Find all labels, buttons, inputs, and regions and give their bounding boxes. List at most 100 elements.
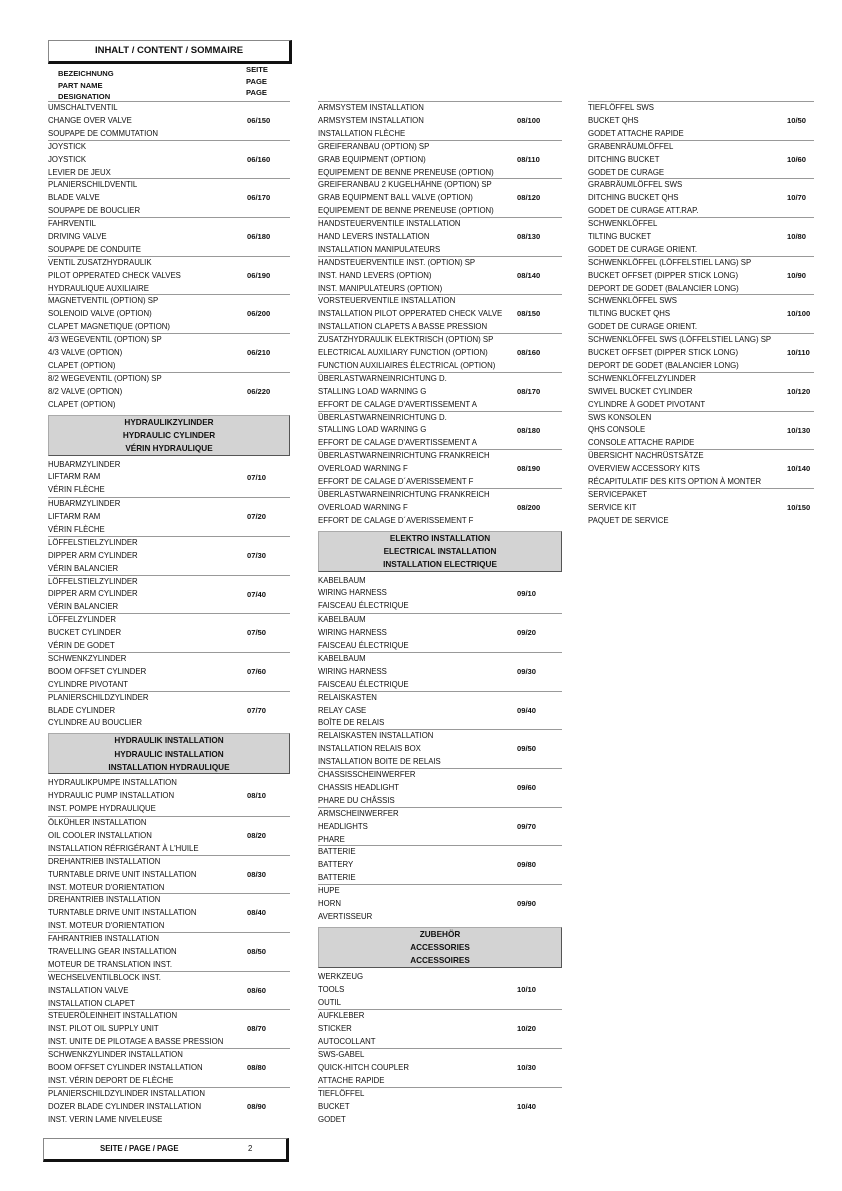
entry-name-en: PILOT OPPERATED CHECK VALVES — [48, 270, 181, 280]
toc-entry[interactable]: SCHWENKZYLINDER INSTALLATION BOOM OFFSET … — [48, 1048, 290, 1087]
toc-entry[interactable]: ÜBERSICHT NACHRÜSTSÄTZE OVERVIEW ACCESSOR… — [588, 449, 814, 488]
entry-page-number: 07/40 — [247, 589, 267, 599]
entry-name-en: INSTALLATION RELAIS BOX — [318, 744, 421, 754]
entry-name-de: 8/2 WEGEVENTIL (OPTION) SP — [48, 373, 162, 383]
entry-name-de: VENTIL ZUSATZHYDRAULIK — [48, 257, 152, 267]
section-title-line: ZUBEHÖR — [419, 929, 461, 939]
toc-entry[interactable]: RELAISKASTEN RELAY CASE BOÎTE DE RELAIS 09/… — [318, 690, 562, 730]
toc-entry[interactable]: HUBARMZYLINDER LIFTARM RAM VÉRIN FLÈCHE 07/… — [48, 459, 290, 498]
toc-entry[interactable]: WERKZEUG TOOLS OUTIL 10/10 — [318, 971, 562, 1010]
entry-name-fr: LEVIER DE JEUX — [48, 167, 111, 177]
toc-entry[interactable]: STEUERÖLEINHEIT INSTALLATION INST. PILOT … — [48, 1009, 290, 1048]
entry-page-number: 07/50 — [247, 628, 267, 638]
toc-entry[interactable]: JOYSTICK JOYSTICK LEVIER DE JEUX 06/160 — [48, 139, 290, 179]
toc-entry[interactable]: PLANIERSCHILDVENTIL BLADE VALVE SOUPAPE DE… — [48, 178, 290, 217]
entry-name-en: WIRING HARNESS — [318, 628, 387, 638]
toc-entry[interactable]: PLANIERSCHILDZYLINDER INSTALLATION DOZER … — [48, 1086, 290, 1126]
toc-entry[interactable]: UMSCHALTVENTIL CHANGE OVER VALVE SOUPAPE D… — [48, 101, 290, 140]
toc-entry[interactable]: BATTERIE BATTERY BATTERIE 09/80 — [318, 845, 562, 884]
entry-name-en: OIL COOLER INSTALLATION — [48, 830, 152, 840]
toc-entry[interactable]: SCHWENKLÖFFELZYLINDER SWIVEL BUCKET CYLIN… — [588, 371, 814, 411]
toc-entry[interactable]: WECHSELVENTILBLOCK INST. INSTALLATION VAL… — [48, 970, 290, 1010]
entry-name-en: HYDRAULIC PUMP INSTALLATION — [48, 791, 175, 801]
entry-name-de: PLANIERSCHILDZYLINDER INSTALLATION — [48, 1088, 205, 1098]
toc-entry[interactable]: SCHWENKZYLINDER BOOM OFFSET CYLINDER CYLIN… — [48, 651, 290, 691]
toc-entry[interactable]: ARMSCHEINWERFER HEADLIGHTS PHARE 09/70 — [318, 806, 562, 846]
toc-entry[interactable]: RELAISKASTEN INSTALLATION INSTALLATION RE… — [318, 729, 562, 768]
entry-page-number: 07/10 — [247, 472, 267, 482]
toc-entry[interactable]: LÖFFELZYLINDER BUCKET CYLINDER VÉRIN DE GO… — [48, 613, 290, 652]
entry-name-fr: INSTALLATION FLÈCHE — [318, 128, 406, 138]
toc-entry[interactable]: VORSTEUERVENTILE INSTALLATION INSTALLATIO… — [318, 294, 562, 333]
entry-page-number: 08/170 — [517, 386, 541, 396]
entry-name-en: WIRING HARNESS — [318, 588, 387, 598]
contents-title: INHALT / CONTENT / SOMMAIRE — [48, 40, 292, 64]
entry-page-number: 06/210 — [247, 348, 271, 358]
toc-entry[interactable]: SCHWENKLÖFFEL SWS (LÖFFELSTIEL LANG) SP B… — [588, 333, 814, 372]
toc-entry[interactable]: VENTIL ZUSATZHYDRAULIK PILOT OPPERATED CH… — [48, 255, 290, 295]
entry-name-de: SWS-GABEL — [318, 1050, 365, 1060]
entry-name-fr: CLAPET MAGNETIQUE (OPTION) — [48, 322, 171, 332]
toc-entry[interactable]: GREIFERANBAU 2 KUGELHÄHNE (OPTION) SP GRA… — [318, 178, 562, 217]
toc-entry[interactable]: GRABENRÄUMLÖFFEL DITCHING BUCKET GODET DE … — [588, 139, 814, 179]
entry-page-number: 09/10 — [517, 588, 537, 598]
toc-entry[interactable]: HANDSTEUERVENTILE INSTALLATION HAND LEVER… — [318, 217, 562, 256]
toc-entry[interactable]: ÜBERLASTWARNEINRICHTUNG FRANKREICH OVERLO… — [318, 449, 562, 488]
entry-name-de: STEUERÖLEINHEIT INSTALLATION — [48, 1011, 178, 1021]
toc-entry[interactable]: SCHWENKLÖFFEL SWS TILTING BUCKET QHS GODET… — [588, 294, 814, 333]
toc-entry[interactable]: TIEFLÖFFEL SWS BUCKET QHS GODET ATTACHE RA… — [588, 101, 814, 140]
entry-page-number: 10/140 — [787, 464, 811, 474]
toc-entry[interactable]: 8/2 WEGEVENTIL (OPTION) SP 8/2 VALVE (OPT… — [48, 371, 290, 411]
toc-entry[interactable]: 4/3 WEGEVENTIL (OPTION) SP 4/3 VALVE (OPT… — [48, 333, 290, 372]
toc-entry[interactable]: HYDRAULIKPUMPE INSTALLATION HYDRAULIC PUM… — [48, 777, 290, 816]
toc-entry[interactable]: SERVICEPAKET SERVICE KIT PAQUET DE SERVICE… — [588, 487, 814, 527]
entry-name-fr: PHARE DU CHÂSSIS — [318, 795, 395, 805]
column-header-page-fr: PAGE — [246, 88, 267, 97]
entry-name-fr: INST. VERIN LAME NIVELEUSE — [48, 1114, 163, 1124]
toc-entry[interactable]: TIEFLÖFFEL BUCKET GODET 10/40 — [318, 1086, 562, 1126]
entry-name-en: DOZER BLADE CYLINDER INSTALLATION — [48, 1101, 202, 1111]
section-header: ELEKTRO INSTALLATION ELECTRICAL INSTALLAT… — [318, 530, 562, 572]
toc-entry[interactable]: LÖFFELSTIELZYLINDER DIPPER ARM CYLINDER VÉ… — [48, 535, 290, 575]
toc-entry[interactable]: KABELBAUM WIRING HARNESS FAISCEAU ÉLECTRIQ… — [318, 613, 562, 652]
toc-entry[interactable]: ARMSYSTEM INSTALLATION ARMSYSTEM INSTALLA… — [318, 101, 562, 140]
toc-entry[interactable]: FAHRVENTIL DRIVING VALVE SOUPAPE DE CONDUI… — [48, 217, 290, 256]
toc-entry[interactable]: KABELBAUM WIRING HARNESS FAISCEAU ÉLECTRIQ… — [318, 651, 562, 691]
entry-page-number: 08/190 — [517, 464, 541, 474]
entry-name-de: HYDRAULIKPUMPE INSTALLATION — [48, 778, 177, 788]
toc-entry[interactable]: SWS-GABEL QUICK-HITCH COUPLER ATTACHE RAPI… — [318, 1048, 562, 1087]
toc-entry[interactable]: MAGNETVENTIL (OPTION) SP SOLENOID VALVE (… — [48, 294, 290, 333]
toc-entry[interactable]: LÖFFELSTIELZYLINDER DIPPER ARM CYLINDER VÉ… — [48, 574, 290, 614]
page-footer: SEITE / PAGE / PAGE 2 — [43, 1138, 289, 1162]
toc-entry[interactable]: ZUSATZHYDRAULIK ELEKTRISCH (OPTION) SP EL… — [318, 333, 562, 372]
entry-name-en: STICKER — [318, 1024, 352, 1034]
entry-name-en: TOOLS — [318, 984, 345, 994]
toc-entry[interactable]: AUFKLEBER STICKER AUTOCOLLANT 10/20 — [318, 1009, 562, 1048]
toc-entry[interactable]: ÜBERLASTWARNEINRICHTUNG D. STALLING LOAD … — [318, 371, 562, 411]
toc-entry[interactable]: FAHRANTRIEB INSTALLATION TRAVELLING GEAR … — [48, 932, 290, 971]
column-header-pages: SEITE PAGE PAGE — [246, 64, 268, 99]
toc-entry[interactable]: HUBARMZYLINDER LIFTARM RAM VÉRIN FLÈCHE 07/… — [48, 497, 290, 536]
toc-entry[interactable]: ÜBERLASTWARNEINRICHTUNG D. STALLING LOAD … — [318, 410, 562, 450]
toc-entry[interactable]: SCHWENKLÖFFEL TILTING BUCKET GODET DE CURA… — [588, 217, 814, 256]
toc-entry[interactable]: KABELBAUM WIRING HARNESS FAISCEAU ÉLECTRIQ… — [318, 575, 562, 614]
toc-entry[interactable]: ÖLKÜHLER INSTALLATION OIL COOLER INSTALLA… — [48, 816, 290, 855]
toc-entry[interactable]: SCHWENKLÖFFEL (LÖFFELSTIEL LANG) SP BUCKE… — [588, 255, 814, 295]
entry-page-number: 08/60 — [247, 985, 267, 995]
toc-entry[interactable]: DREHANTRIEB INSTALLATION TURNTABLE DRIVE … — [48, 893, 290, 932]
entry-page-number: 09/30 — [517, 666, 537, 676]
entry-name-en: INST. HAND LEVERS (OPTION) — [318, 270, 432, 280]
toc-entry[interactable]: GRABRÄUMLÖFFEL SWS DITCHING BUCKET QHS GOD… — [588, 178, 814, 217]
toc-entry[interactable]: SWS KONSOLEN QHS CONSOLE CONSOLE ATTACHE R… — [588, 410, 814, 450]
entry-page-number: 06/170 — [247, 193, 271, 203]
section-title-line: HYDRAULIKZYLINDER — [124, 417, 214, 427]
toc-entry[interactable]: HUPE HORN AVERTISSEUR 09/90 — [318, 884, 562, 923]
toc-entry[interactable]: GREIFERANBAU (OPTION) SP GRAB EQUIPMENT (… — [318, 139, 562, 179]
toc-entry[interactable]: ÜBERLASTWARNEINRICHTUNG FRANKREICH OVERLO… — [318, 487, 562, 527]
entry-name-de: TIEFLÖFFEL — [318, 1088, 365, 1098]
toc-entry[interactable]: PLANIERSCHILDZYLINDER BLADE CYLINDER CYLIN… — [48, 690, 290, 730]
toc-entry[interactable]: DREHANTRIEB INSTALLATION TURNTABLE DRIVE … — [48, 854, 290, 894]
toc-entry[interactable]: CHASSISSCHEINWERFER CHASSIS HEADLIGHT PHAR… — [318, 768, 562, 807]
entry-name-en: HORN — [318, 898, 341, 908]
toc-entry[interactable]: HANDSTEUERVENTILE INST. (OPTION) SP INST.… — [318, 255, 562, 295]
